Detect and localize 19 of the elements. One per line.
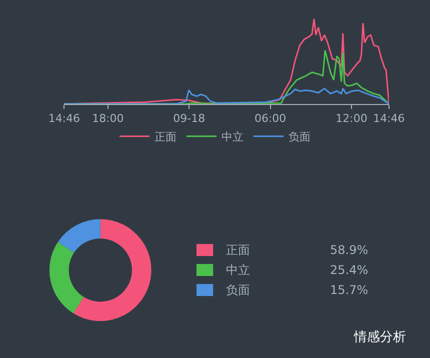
x-tick-label: 18:00	[92, 112, 124, 126]
x-tick-label: 06:00	[254, 112, 286, 126]
donut-slice	[49, 242, 84, 314]
x-tick-label: 09-18	[173, 112, 206, 126]
legend-label: 负面	[226, 283, 250, 297]
data-label: 25.4%	[330, 263, 368, 277]
legend-label: 中立	[222, 130, 244, 144]
x-tick-label: 14:46	[373, 112, 405, 126]
x-tick-label: 14:46	[48, 112, 80, 126]
donut-slice	[58, 219, 100, 253]
donut-slice	[73, 219, 152, 321]
data-label: 15.7%	[330, 283, 368, 297]
data-label: 58.9%	[330, 243, 368, 257]
legend-label: 中立	[226, 263, 250, 277]
legend-label: 正面	[154, 130, 176, 144]
x-tick-label: 12:00	[336, 112, 368, 126]
legend-label: 正面	[226, 243, 250, 257]
text: 情感分析	[353, 330, 406, 345]
legend-label: 负面	[288, 130, 310, 144]
